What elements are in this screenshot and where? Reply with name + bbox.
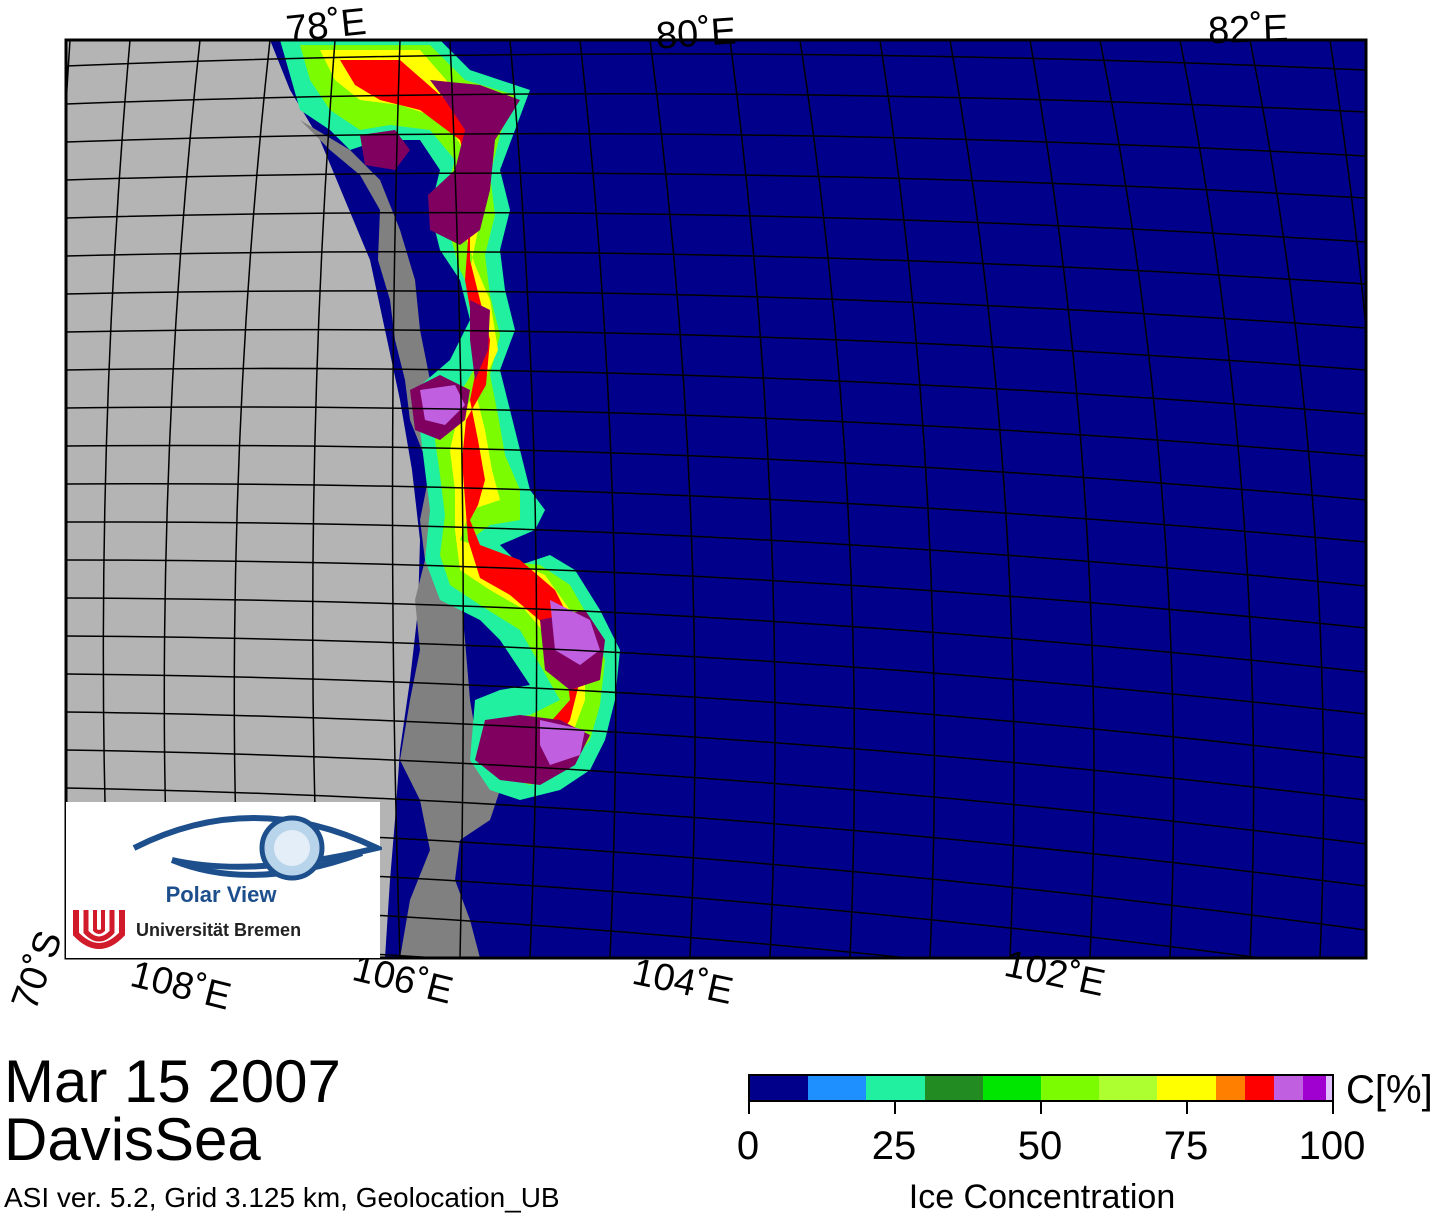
ice-concentration-colorbar xyxy=(748,1074,1334,1102)
logo-subtitle: Universität Bremen xyxy=(136,920,302,940)
colorbar-tick xyxy=(1332,1102,1334,1114)
colorbar-tick xyxy=(1040,1102,1042,1114)
colorbar-tick-label: 75 xyxy=(1163,1124,1209,1168)
colorbar-tick-label: 100 xyxy=(1298,1124,1366,1168)
colorbar-segment xyxy=(750,1076,809,1100)
colorbar-tick-label: 0 xyxy=(736,1124,760,1168)
logo-title: Polar View xyxy=(165,882,277,907)
colorbar-segment xyxy=(924,1076,983,1100)
colorbar-title: Ice Concentration xyxy=(908,1178,1176,1216)
colorbar-segment xyxy=(982,1076,1042,1100)
region-label: DavisSea xyxy=(4,1106,261,1173)
map-frame xyxy=(64,38,1368,960)
colorbar-segment xyxy=(1157,1076,1216,1100)
lon-label-80e: 80˚E xyxy=(654,10,738,58)
lon-label-82e: 82˚E xyxy=(1207,7,1289,53)
lon-label-78e: 78˚E xyxy=(284,0,369,52)
university-crest-icon xyxy=(68,906,130,954)
colorbar-tick xyxy=(748,1102,750,1114)
colorbar-segment xyxy=(1099,1076,1158,1100)
colorbar-tick xyxy=(894,1102,896,1114)
colorbar-segment xyxy=(1326,1076,1332,1100)
colorbar-segment xyxy=(1302,1076,1327,1100)
antarctic-land xyxy=(66,40,420,958)
sea-ice-very-high xyxy=(340,60,580,760)
colorbar-tick-label: 50 xyxy=(1017,1124,1063,1168)
colorbar-segment xyxy=(1215,1076,1245,1100)
colorbar-segment xyxy=(866,1076,925,1100)
ice-shelf xyxy=(300,120,500,958)
colorbar-unit: C[%] xyxy=(1346,1068,1433,1112)
colorbar-tick-label: 25 xyxy=(871,1124,917,1168)
algorithm-info: ASI ver. 5.2, Grid 3.125 km, Geolocation… xyxy=(4,1182,560,1213)
colorbar-segment xyxy=(1041,1076,1100,1100)
date-label: Mar 15 2007 xyxy=(4,1048,341,1115)
colorbar-tick xyxy=(1186,1102,1188,1114)
sea-ice-full xyxy=(360,80,605,785)
colorbar-segment xyxy=(1244,1076,1274,1100)
polar-view-logo: Polar View Universität Bremen xyxy=(66,802,382,958)
colorbar-segment xyxy=(1273,1076,1303,1100)
colorbar-segment xyxy=(808,1076,867,1100)
eye-globe-icon xyxy=(132,815,382,881)
sea-ice-purple xyxy=(420,385,600,765)
